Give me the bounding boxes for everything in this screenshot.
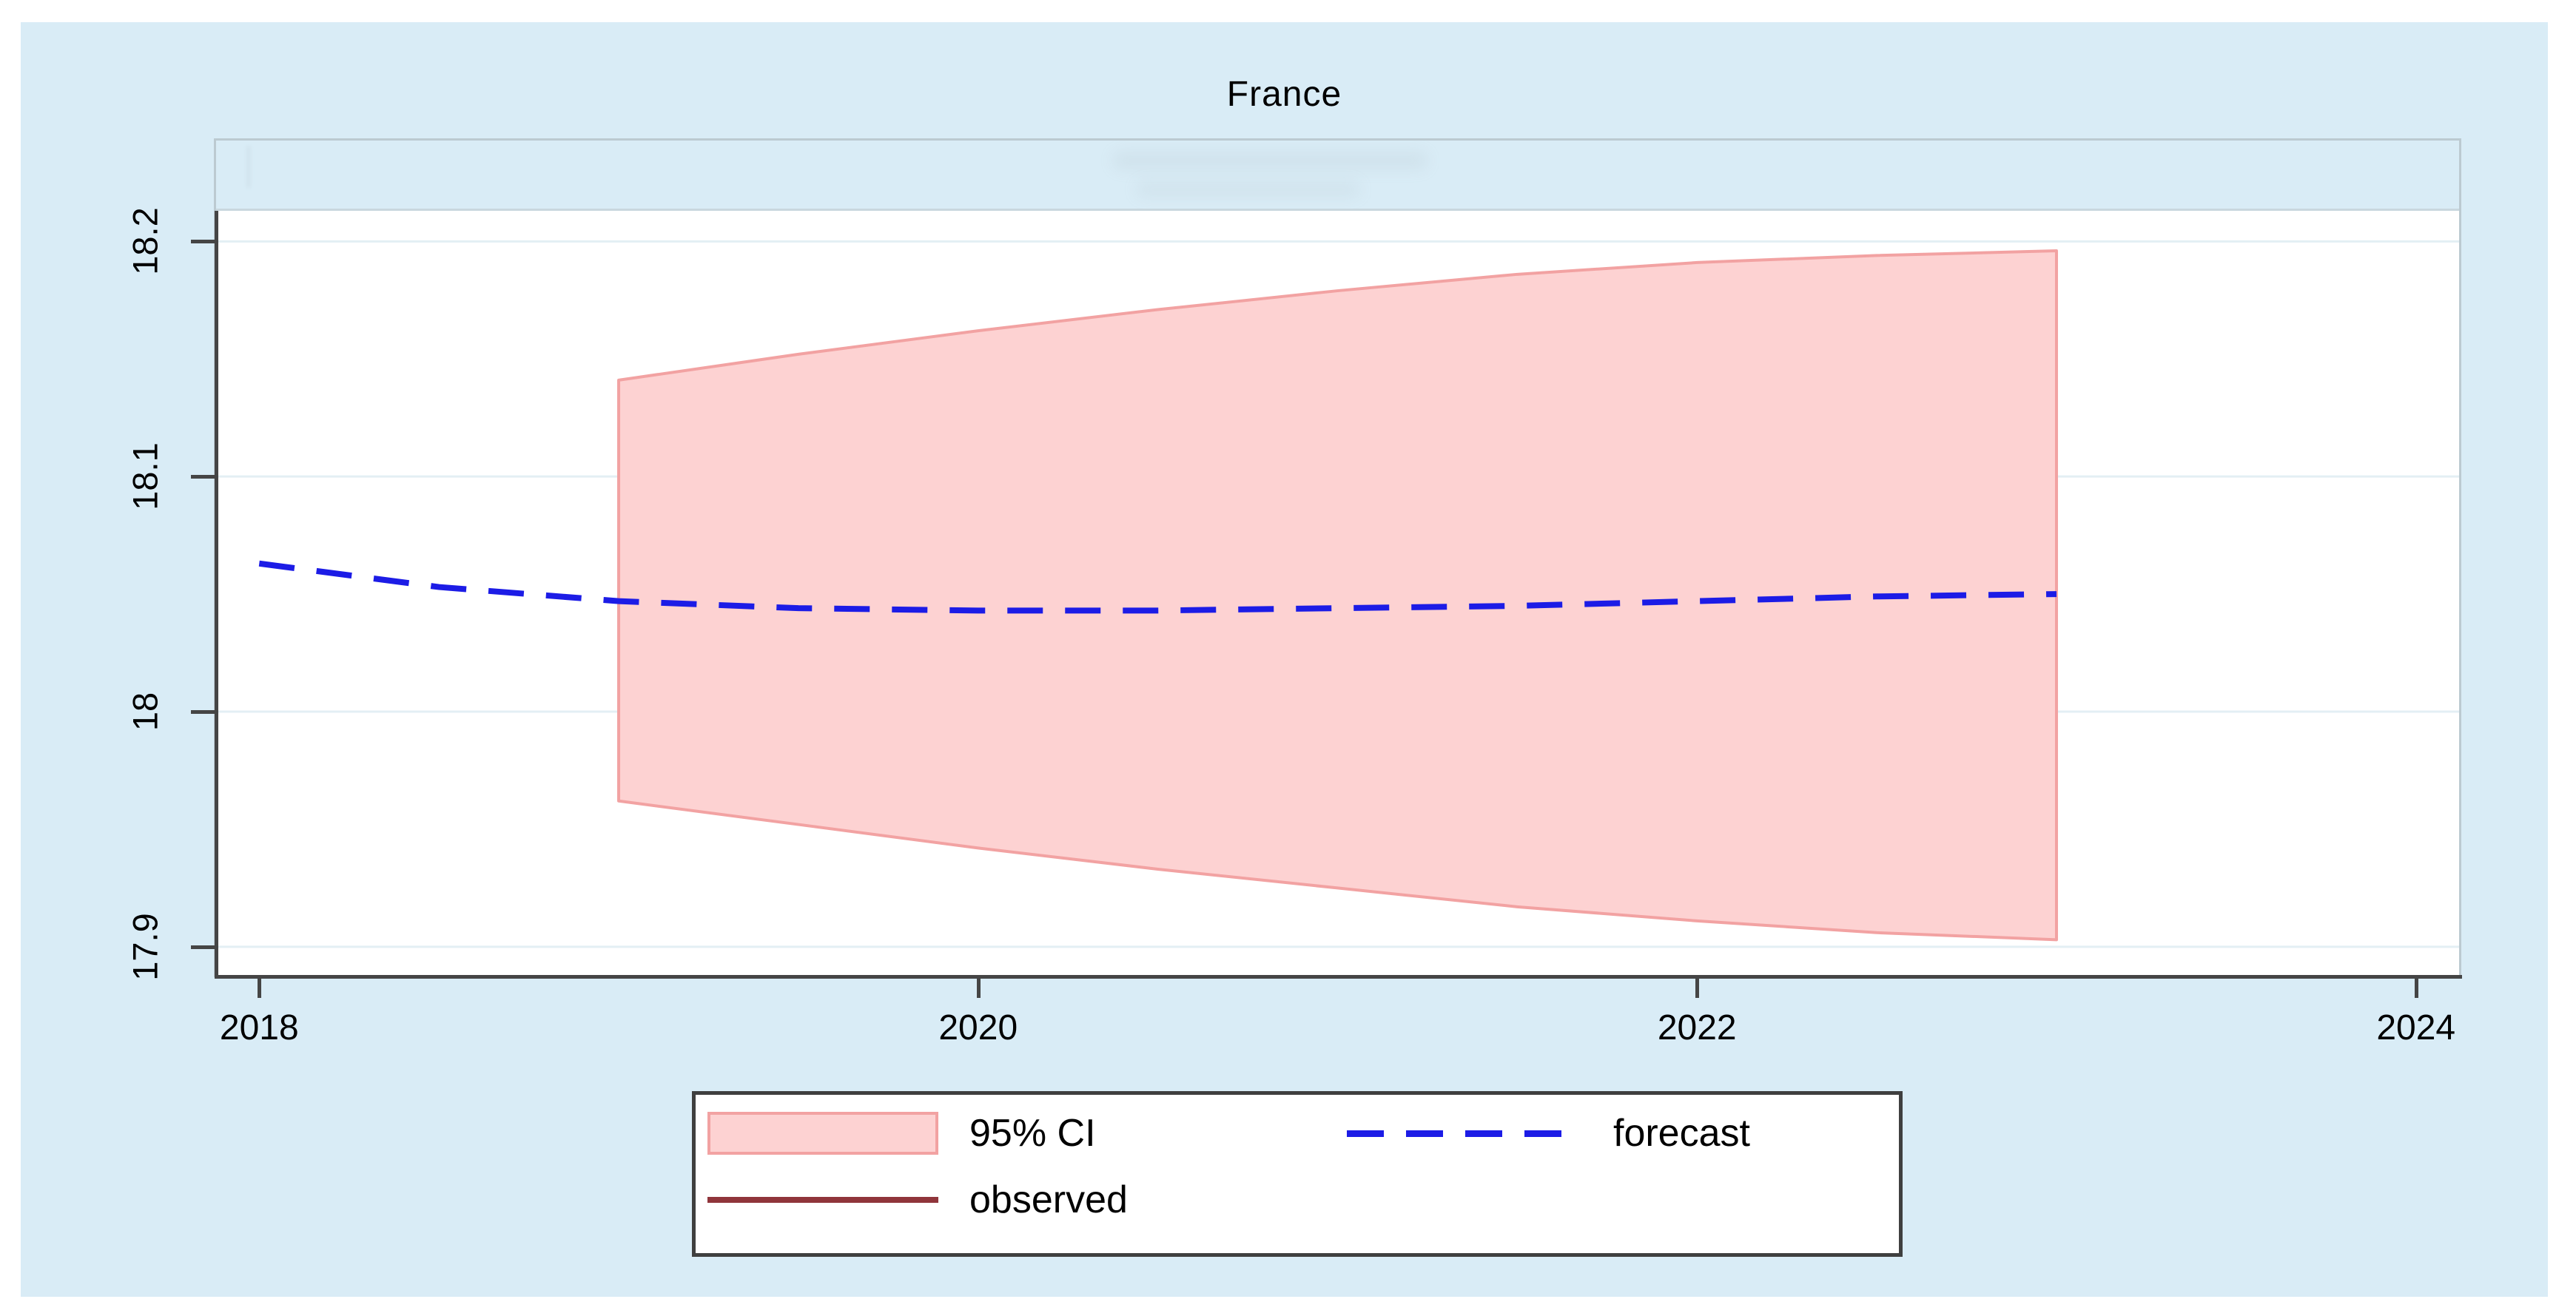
blurred-artifact (1113, 151, 1427, 169)
x-tick (976, 977, 981, 998)
x-axis-line (215, 975, 2462, 979)
chart-canvas (216, 240, 2459, 948)
legend-item-observed: observed (707, 1178, 1128, 1221)
legend-item-forecast: forecast (1347, 1112, 1750, 1155)
ci-band (617, 249, 2058, 942)
plot-area (216, 211, 2459, 975)
x-axis-label: 2018 (219, 1008, 299, 1047)
blurred-artifact (247, 146, 251, 189)
chart-title: France (1226, 75, 1342, 114)
y-tick (191, 945, 216, 949)
subtitle-strip (216, 141, 2459, 211)
y-tick (191, 475, 216, 479)
x-axis-label: 2022 (1657, 1008, 1737, 1047)
observed-solid-line-swatch (707, 1197, 938, 1203)
x-tick (258, 977, 262, 998)
legend-label-observed: observed (969, 1178, 1128, 1221)
y-axis-label: 18 (125, 692, 165, 732)
forecast-dashed-line-swatch (1347, 1130, 1582, 1137)
x-axis-label: 2024 (2376, 1008, 2456, 1047)
y-axis-line (215, 211, 218, 979)
plot-frame (214, 138, 2461, 977)
x-tick (2414, 977, 2418, 998)
y-tick (191, 240, 216, 244)
y-axis-label: 18.1 (125, 442, 165, 510)
legend-label-forecast: forecast (1613, 1112, 1750, 1155)
x-tick (1695, 977, 1700, 998)
x-axis-label: 2020 (938, 1008, 1018, 1047)
blurred-artifact (1135, 181, 1360, 198)
legend: 95% CI forecast observed (692, 1091, 1903, 1257)
y-tick (191, 710, 216, 714)
ci-area-swatch (707, 1112, 938, 1155)
forecast-line (258, 560, 2057, 614)
legend-item-ci: 95% CI (707, 1110, 1096, 1157)
legend-label-ci: 95% CI (969, 1112, 1096, 1155)
y-axis-label: 17.9 (125, 913, 165, 981)
y-axis-label: 18.2 (125, 207, 165, 276)
